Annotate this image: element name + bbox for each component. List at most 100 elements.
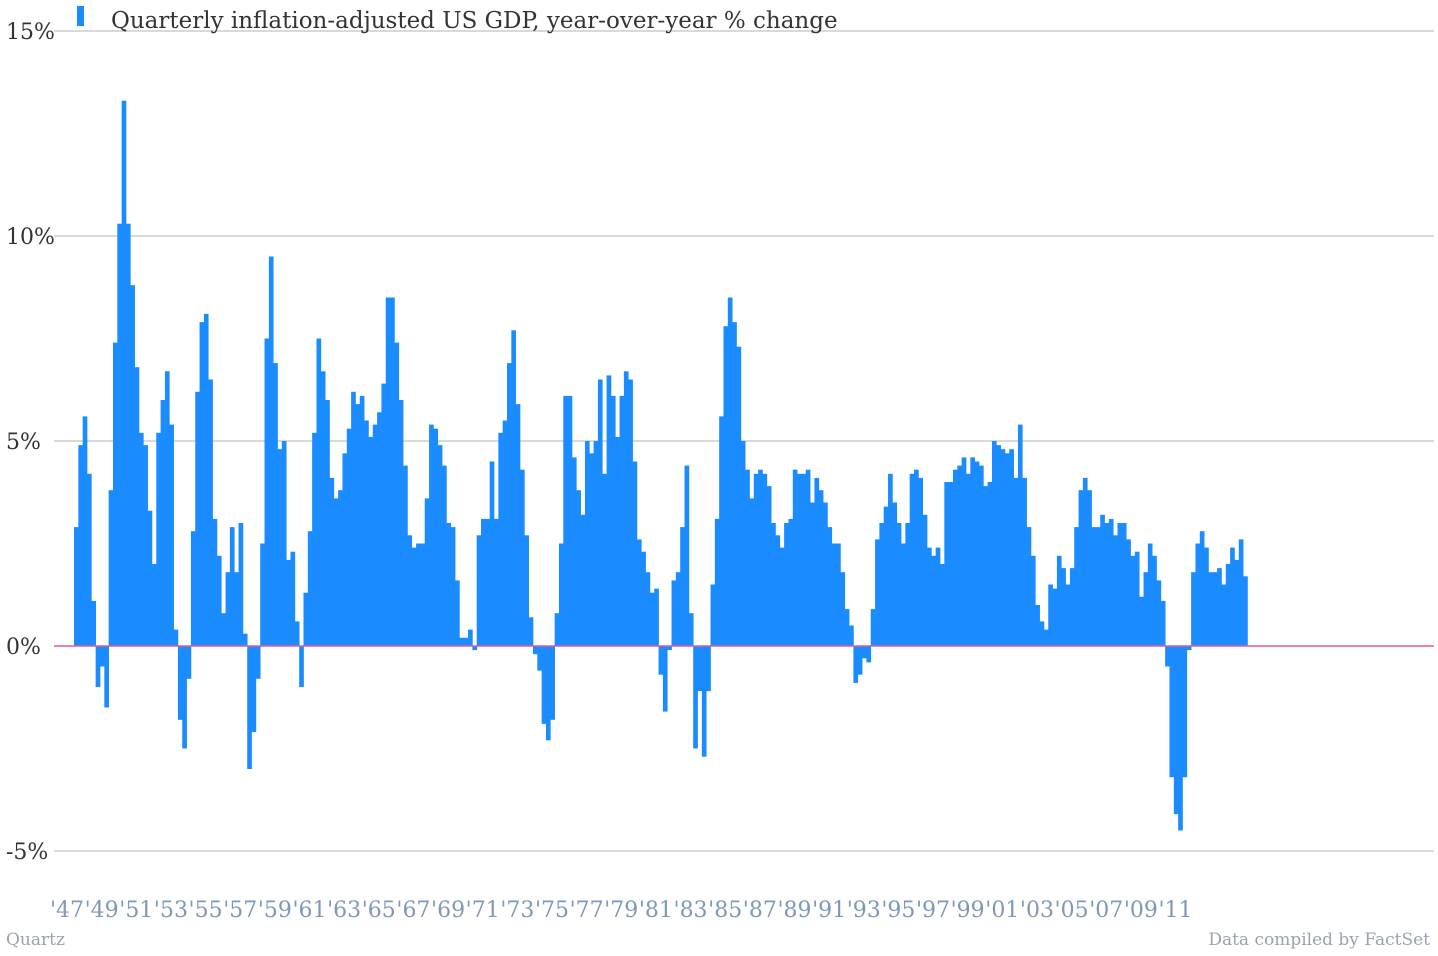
bar [95, 646, 101, 687]
bar [277, 449, 283, 646]
x-tick-label: '95 [881, 898, 915, 923]
x-tick-label: '07 [1089, 898, 1123, 923]
bar [1160, 600, 1166, 646]
bar [1104, 523, 1110, 646]
bar [684, 465, 690, 646]
bar [1117, 523, 1123, 646]
x-tick-label: '87 [743, 898, 777, 923]
x-tick-label: '57 [223, 898, 257, 923]
bar [442, 465, 447, 646]
bar [264, 338, 270, 646]
x-tick-label: '75 [535, 898, 569, 923]
bar [1035, 605, 1040, 646]
x-tick-label: '63 [327, 898, 361, 923]
bar [636, 539, 642, 646]
bar [134, 367, 140, 646]
bar [879, 523, 885, 646]
bar [177, 646, 183, 720]
bar [99, 646, 105, 667]
bar [667, 646, 672, 651]
bar [1069, 568, 1075, 646]
bar [675, 572, 681, 646]
x-tick-label: '55 [189, 898, 223, 923]
bar [199, 322, 205, 646]
bar [1078, 490, 1084, 646]
bar [138, 432, 144, 646]
source-left: Quartz [6, 930, 65, 950]
bar [1204, 547, 1209, 646]
bar [489, 461, 495, 646]
bar [970, 457, 975, 646]
bar [381, 383, 387, 646]
bar [468, 629, 473, 646]
bar [584, 441, 590, 646]
bar [974, 461, 980, 646]
bar [836, 543, 841, 646]
x-tick-label: '91 [812, 898, 846, 923]
bar [537, 646, 542, 671]
bar [597, 379, 603, 646]
bar [225, 572, 231, 646]
bar [762, 473, 768, 646]
bar [528, 617, 534, 646]
bar [1061, 568, 1066, 646]
x-tick-label: '59 [258, 898, 292, 923]
bar-series [74, 100, 1248, 831]
bar [1195, 543, 1201, 646]
bar [268, 256, 274, 646]
bar [576, 490, 581, 646]
bar [1000, 449, 1006, 646]
bar [567, 395, 573, 646]
x-tick-label: '53 [154, 898, 188, 923]
bar [1208, 572, 1214, 646]
bar [91, 600, 96, 646]
source-right: Data compiled by FactSet [1208, 930, 1430, 950]
bar [403, 465, 408, 646]
bar [1199, 531, 1205, 646]
bar [429, 424, 434, 646]
x-tick-label: '67 [396, 898, 430, 923]
bar [1048, 584, 1053, 646]
bar [593, 441, 599, 646]
bar [823, 502, 828, 646]
bar [1225, 564, 1231, 646]
bar [247, 646, 252, 769]
legend-label: Quarterly inflation-adjusted US GDP, yea… [111, 8, 838, 34]
bar [1143, 572, 1149, 646]
bar [810, 502, 815, 646]
bar [957, 465, 962, 646]
bar [1039, 621, 1045, 646]
bar [74, 527, 79, 646]
x-tick-label: '81 [639, 898, 673, 923]
bar [615, 436, 620, 646]
bar [221, 613, 226, 646]
bar [1173, 646, 1179, 815]
bar [554, 613, 560, 646]
bar [1217, 568, 1222, 646]
bar [589, 453, 594, 646]
bar [983, 486, 988, 646]
x-tick-label: '77 [570, 898, 604, 923]
x-tick-label: '85 [708, 898, 742, 923]
bar [619, 395, 625, 646]
bar [662, 646, 668, 712]
bar [507, 363, 512, 646]
bar [385, 297, 391, 646]
bar [238, 523, 244, 646]
bar [299, 646, 304, 687]
bar [927, 547, 932, 646]
bar [991, 441, 997, 646]
x-tick-label: '11 [1158, 898, 1192, 923]
bar [1043, 629, 1049, 646]
bar [948, 482, 954, 646]
x-tick-label: '03 [1020, 898, 1054, 923]
bar [766, 486, 772, 646]
bar [563, 395, 568, 646]
x-tick-label: '69 [431, 898, 465, 923]
bar [394, 342, 400, 646]
bar [286, 559, 291, 646]
bar [918, 477, 924, 646]
bar [792, 469, 798, 646]
bar [541, 646, 547, 724]
